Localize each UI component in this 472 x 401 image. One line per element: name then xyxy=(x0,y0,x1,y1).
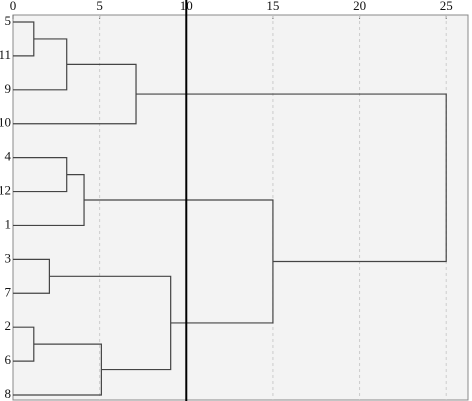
merge-link xyxy=(49,275,172,371)
x-tick-label: 5 xyxy=(96,0,103,13)
leaf-label: 9 xyxy=(5,81,12,96)
x-tick-label: 15 xyxy=(266,0,279,13)
leaf-label: 4 xyxy=(5,149,12,164)
leaf-label: 12 xyxy=(0,183,11,198)
leaf-label: 11 xyxy=(0,47,11,62)
leaf-label: 7 xyxy=(5,284,12,299)
leaf-label: 2 xyxy=(5,318,12,333)
merge-link xyxy=(13,258,50,294)
leaf-label: 6 xyxy=(5,352,12,367)
leaf-label: 10 xyxy=(0,115,11,130)
leaf-label: 5 xyxy=(5,13,12,28)
merge-link xyxy=(13,343,102,396)
leaf-label: 8 xyxy=(5,386,12,401)
x-tick-label: 0 xyxy=(10,0,17,13)
x-tick-label: 20 xyxy=(353,0,366,13)
x-tick-label: 25 xyxy=(440,0,453,13)
leaf-label: 3 xyxy=(5,250,12,265)
merge-link xyxy=(136,93,447,263)
leaf-label: 1 xyxy=(5,216,12,231)
plot-area xyxy=(12,14,469,401)
